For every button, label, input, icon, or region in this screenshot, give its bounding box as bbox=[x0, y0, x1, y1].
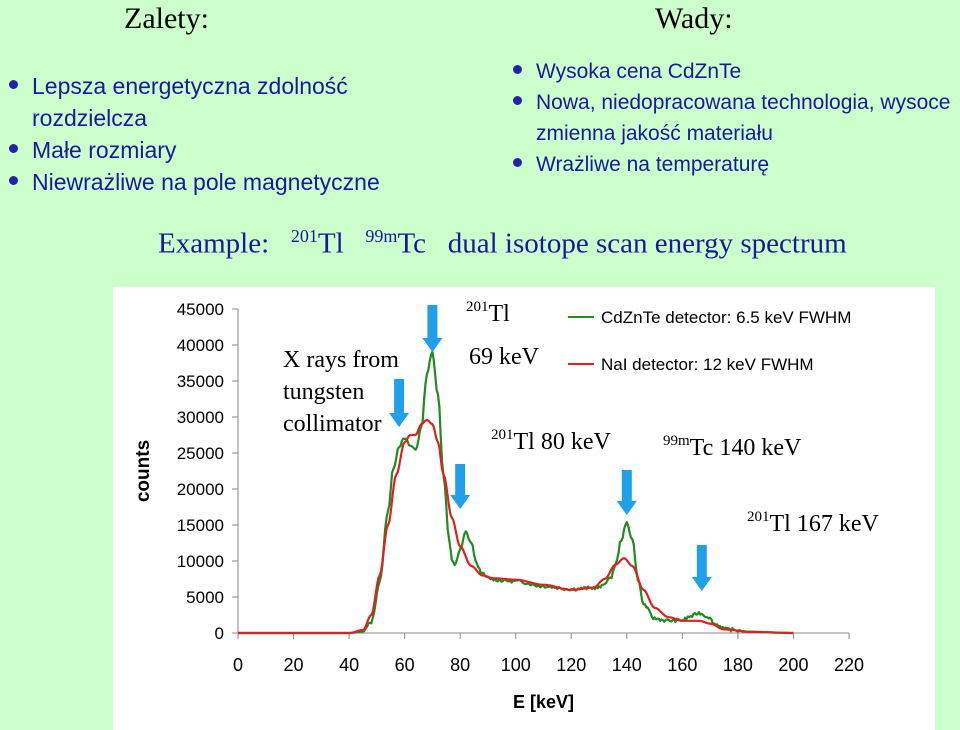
annotation-energy: 140 keV bbox=[713, 435, 802, 461]
down-arrow-icon bbox=[450, 464, 471, 509]
isotope-mass: 201 bbox=[491, 427, 514, 443]
y-tick-label: 5000 bbox=[186, 588, 224, 607]
y-tick-label: 0 bbox=[215, 624, 224, 643]
isotope-symbol: Tl bbox=[489, 301, 511, 327]
annotation-energy: 80 keV bbox=[535, 429, 612, 455]
example-prefix: Example: bbox=[158, 227, 270, 260]
annotation-xrays: X rays from bbox=[283, 347, 399, 373]
isotope-mass: 201 bbox=[466, 299, 489, 315]
isotope-symbol: Tl bbox=[770, 511, 792, 537]
tl-symbol: Tl bbox=[317, 227, 344, 260]
x-tick-label: 140 bbox=[612, 655, 642, 675]
annotation-isotope: 201Tl 80 keV bbox=[491, 427, 611, 455]
x-axis-label: E [keV] bbox=[513, 692, 574, 712]
annotation-isotope: 201Tl 167 keV bbox=[747, 509, 879, 537]
annotation-xrays: tungsten bbox=[283, 379, 364, 405]
pros-item: Niewrażliwe na pole magnetyczne bbox=[6, 166, 456, 198]
x-tick-label: 160 bbox=[667, 655, 697, 675]
tc-symbol: Tc bbox=[397, 227, 426, 260]
x-tick-label: 200 bbox=[778, 655, 808, 675]
y-tick-label: 25000 bbox=[177, 444, 224, 463]
tl-mass: 201 bbox=[290, 226, 318, 246]
y-tick-label: 40000 bbox=[177, 336, 224, 355]
x-tick-label: 100 bbox=[501, 655, 531, 675]
y-tick-label: 45000 bbox=[177, 300, 224, 319]
x-tick-label: 60 bbox=[395, 655, 415, 675]
example-suffix: dual isotope scan energy spectrum bbox=[447, 227, 847, 260]
isotope-symbol: Tc bbox=[690, 435, 714, 461]
isotope-symbol: Tl bbox=[514, 429, 536, 455]
cons-item: Wysoka cena CdZnTe bbox=[510, 56, 960, 87]
pros-heading: Zalety: bbox=[124, 2, 209, 35]
x-tick-label: 20 bbox=[284, 655, 304, 675]
y-tick-label: 30000 bbox=[177, 408, 224, 427]
pros-item: Lepsza energetyczna zdolność rozdzielcza bbox=[6, 70, 456, 134]
tc-mass: 99m bbox=[365, 226, 398, 246]
example-title: Example: 201Tl 99mTc dual isotope scan e… bbox=[158, 226, 847, 261]
down-arrow-icon bbox=[422, 305, 443, 352]
y-tick-label: 10000 bbox=[177, 552, 224, 571]
pros-item: Małe rozmiary bbox=[6, 134, 456, 166]
x-tick-label: 80 bbox=[450, 655, 470, 675]
nai-series-line bbox=[238, 418, 794, 635]
down-arrow-icon bbox=[691, 545, 712, 591]
cons-list: Wysoka cena CdZnTe Nowa, niedopracowana … bbox=[510, 56, 960, 180]
annotation-isotope: 201Tl bbox=[466, 299, 510, 327]
cons-item: Nowa, niedopracowana technologia, wysoce… bbox=[510, 87, 960, 149]
annotation-xrays: collimator bbox=[283, 411, 382, 437]
x-tick-label: 40 bbox=[339, 655, 359, 675]
isotope-mass: 99m bbox=[663, 433, 690, 449]
y-tick-label: 15000 bbox=[177, 516, 224, 535]
pros-list: Lepsza energetyczna zdolność rozdzielcza… bbox=[6, 70, 456, 198]
chart-panel: 0 5000 10000 15000 20000 25000 30000 35000 40000… bbox=[113, 287, 935, 730]
y-tick-label: 35000 bbox=[177, 372, 224, 391]
isotope-mass: 201 bbox=[747, 509, 770, 525]
x-tick-label: 120 bbox=[556, 655, 586, 675]
energy-spectrum-chart: 0 5000 10000 15000 20000 25000 30000 35000 40000… bbox=[133, 299, 879, 712]
x-tick-label: 0 bbox=[233, 655, 243, 675]
cons-item: Wrażliwe na temperaturę bbox=[510, 149, 960, 180]
legend-label: NaI detector: 12 keV FWHM bbox=[601, 355, 814, 374]
legend-label: CdZnTe detector: 6.5 keV FWHM bbox=[601, 308, 851, 327]
y-axis-label: counts bbox=[133, 440, 154, 502]
down-arrow-icon bbox=[389, 379, 410, 427]
x-tick-label: 180 bbox=[723, 655, 753, 675]
down-arrow-icon bbox=[616, 470, 637, 515]
annotation-energy: 167 keV bbox=[791, 511, 880, 537]
y-tick-label: 20000 bbox=[177, 480, 224, 499]
annotation-energy: 69 keV bbox=[469, 344, 540, 370]
annotation-isotope: 99mTc 140 keV bbox=[663, 433, 802, 461]
x-tick-label: 220 bbox=[834, 655, 864, 675]
cons-heading: Wady: bbox=[655, 2, 733, 35]
